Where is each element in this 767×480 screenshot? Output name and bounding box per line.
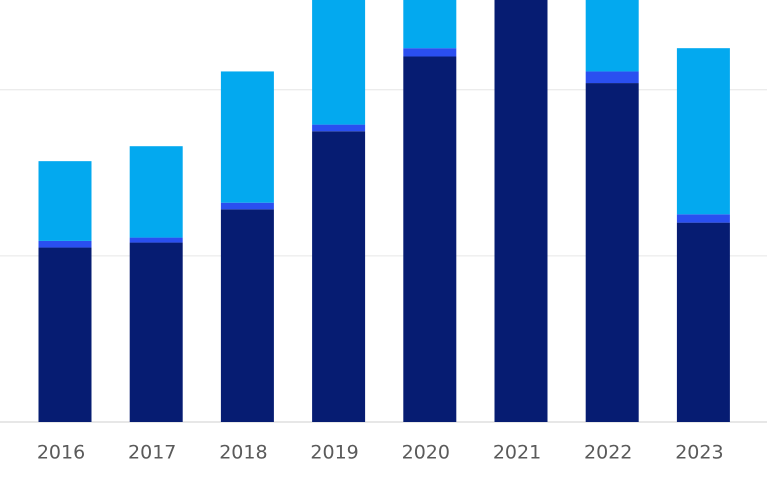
bar-segment — [403, 56, 457, 422]
bar-segment — [312, 0, 366, 125]
bar-segment — [129, 146, 183, 238]
bar-segment — [676, 214, 730, 223]
bar-segment — [676, 48, 730, 215]
bar-segment — [129, 242, 183, 422]
bar-segment — [38, 240, 92, 248]
labels: 2016 2017 2018 2019 2020 2021 2022 2023 — [37, 442, 724, 464]
bar-segment — [129, 237, 183, 243]
bar-segment — [220, 71, 274, 203]
x-tick-label: 2020 — [402, 442, 450, 464]
bar-segment — [676, 222, 730, 422]
x-tick-label: 2016 — [37, 442, 85, 464]
bar-segment — [312, 131, 366, 422]
x-tick-label: 2023 — [675, 442, 723, 464]
bar-segment — [403, 0, 457, 49]
x-tick-label: 2019 — [310, 442, 358, 464]
bar-segment — [220, 209, 274, 422]
bars — [38, 0, 730, 422]
bar-segment — [403, 48, 457, 57]
x-tick-label: 2018 — [219, 442, 267, 464]
bar-segment — [220, 202, 274, 210]
bar-segment — [38, 247, 92, 422]
bar-segment — [585, 71, 639, 84]
bar-segment — [585, 0, 639, 72]
grid — [0, 89, 767, 423]
x-tick-label: 2021 — [493, 442, 541, 464]
bar-segment — [494, 0, 548, 422]
bar-segment — [38, 161, 92, 241]
bar-segment — [312, 124, 366, 132]
x-tick-label: 2017 — [128, 442, 176, 464]
bar-segment — [585, 83, 639, 422]
x-tick-label: 2022 — [584, 442, 632, 464]
